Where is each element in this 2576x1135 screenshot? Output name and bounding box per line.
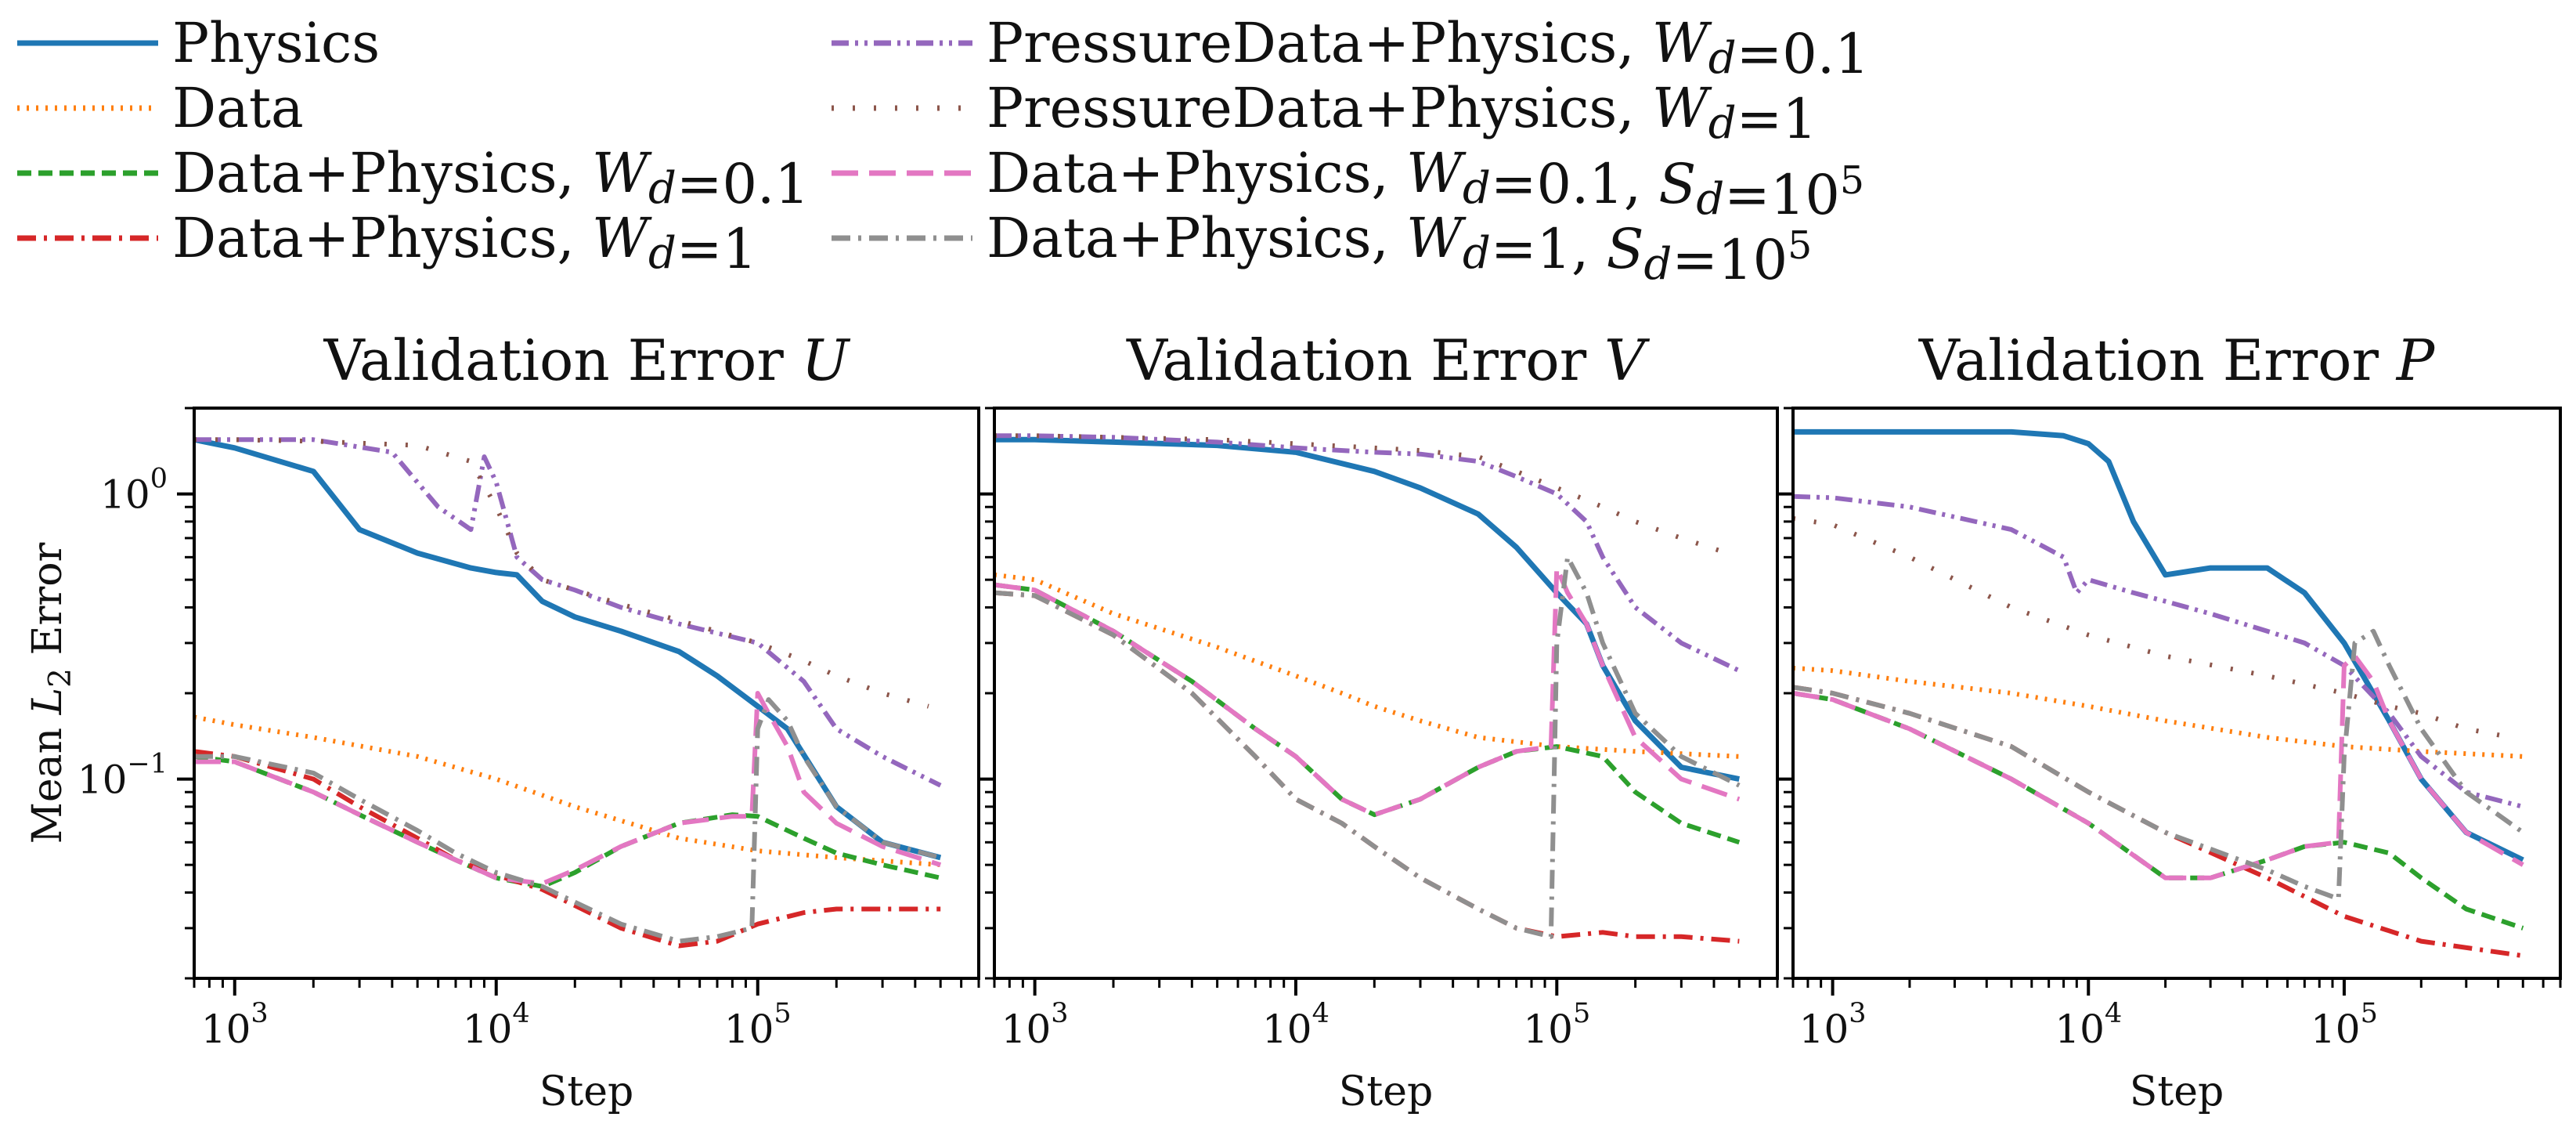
legend-label-dp01: Data+Physics, Wd=0.1 [172, 141, 810, 216]
legend-entry-data: Data [17, 76, 304, 140]
legend-entry-dp01: Data+Physics, Wd=0.1 [17, 141, 810, 216]
x-axis-label: Step [539, 1068, 634, 1115]
x-tick-label: 103 [1799, 998, 1867, 1052]
series-physics [994, 436, 1740, 783]
legend-entry-dp1: Data+Physics, Wd=1 [17, 206, 757, 281]
x-axis-label: Step [2130, 1068, 2224, 1115]
legend-label-data: Data [172, 76, 304, 140]
y-tick-label: 10−1 [78, 749, 168, 803]
y-axis-label: Mean L2 Error [24, 542, 78, 844]
series-data [994, 572, 1740, 759]
legend-entry-physics: Physics [17, 11, 380, 75]
panel-title: Validation Error U [323, 327, 851, 393]
x-tick-label: 103 [201, 998, 269, 1052]
series-group [194, 436, 942, 949]
x-tick-label: 104 [463, 998, 530, 1052]
legend-label-dps1: Data+Physics, Wd=1, Sd=105 [987, 206, 1812, 292]
x-tick-label: 105 [2311, 998, 2378, 1052]
series-pdp01 [1793, 493, 2524, 809]
series-pdp01 [194, 437, 942, 788]
x-axis-label: Step [1339, 1068, 1434, 1115]
y-tick-label: 100 [100, 464, 168, 518]
panel-1: Validation Error U 103 104 105 Step 100 10−1Me… [24, 327, 980, 1115]
series-dps1 [1793, 628, 2525, 902]
legend-label-dps01: Data+Physics, Wd=0.1, Sd=105 [987, 141, 1864, 227]
panel-3: Validation Error P 103 104 105 Step [1776, 327, 2562, 1115]
legend-label-pdp1: PressureData+Physics, Wd=1 [987, 76, 1817, 151]
x-tick-label: 105 [1523, 998, 1590, 1052]
panels: Validation Error U 103 104 105 Step 100 10−1Me… [24, 327, 2562, 1115]
legend-label-dp1: Data+Physics, Wd=1 [172, 206, 757, 281]
legend-entry-dps01: Data+Physics, Wd=0.1, Sd=105 [832, 141, 1864, 227]
series-dps01 [1793, 653, 2524, 880]
panel-title: Validation Error P [1918, 327, 2436, 393]
series-dps1 [194, 697, 941, 944]
x-tick-label: 104 [2055, 998, 2122, 1052]
legend-label-physics: Physics [172, 11, 380, 75]
series-group [1793, 428, 2525, 959]
panel-title: Validation Error V [1126, 327, 1651, 393]
legend-label-pdp01: PressureData+Physics, Wd=0.1 [987, 11, 1870, 86]
x-tick-label: 103 [1001, 998, 1069, 1052]
x-tick-label: 104 [1262, 998, 1329, 1052]
legend-entry-dps1: Data+Physics, Wd=1, Sd=105 [832, 206, 1812, 292]
legend-entry-pdp1: PressureData+Physics, Wd=1 [832, 76, 1817, 151]
panel-2: Validation Error V 103 104 105 Step [977, 327, 1779, 1115]
series-pdp01 [994, 433, 1741, 673]
series-dps01 [994, 566, 1741, 818]
series-dps01 [194, 691, 942, 886]
legend-entry-pdp01: PressureData+Physics, Wd=0.1 [832, 11, 1870, 86]
series-dp1 [194, 749, 941, 949]
series-dps1 [994, 555, 1741, 939]
series-pdp1 [194, 437, 929, 709]
series-group [994, 433, 1741, 944]
x-tick-label: 105 [724, 998, 792, 1052]
